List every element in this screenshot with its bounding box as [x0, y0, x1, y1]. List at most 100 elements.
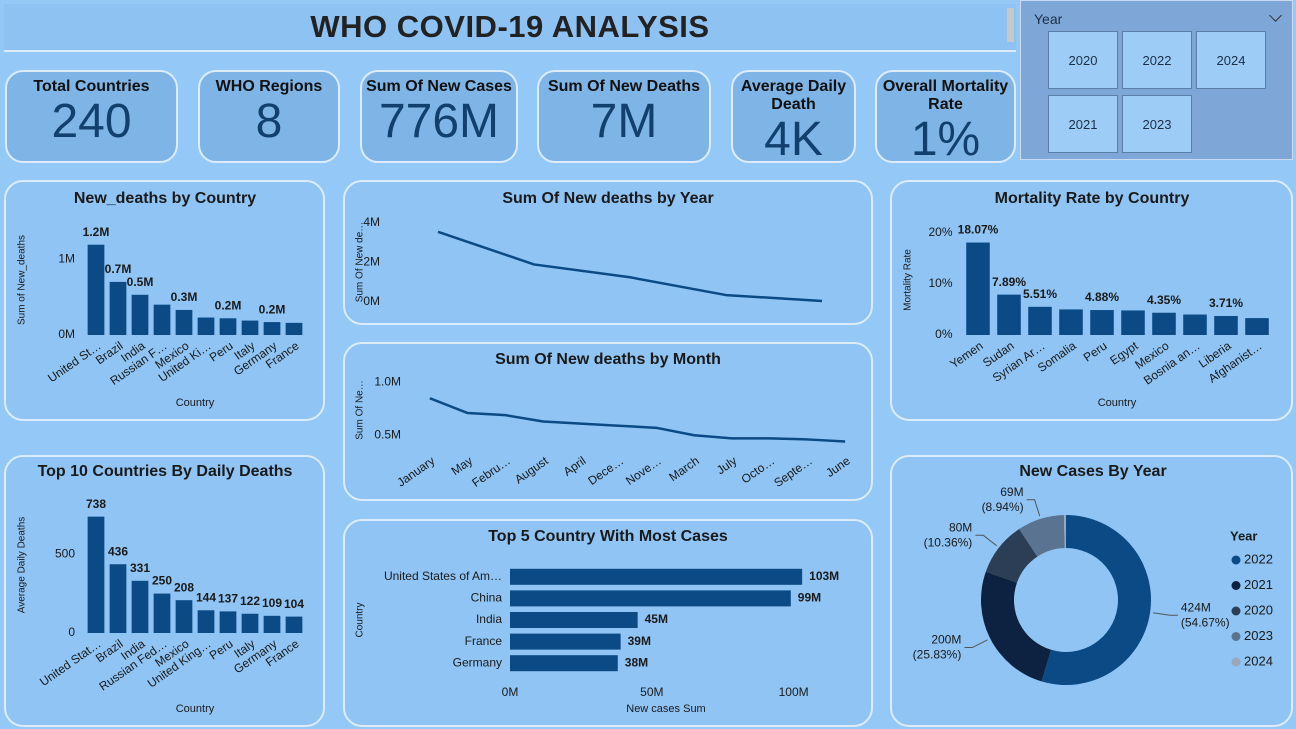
bar [263, 322, 281, 335]
x-tick-label: 50M [640, 685, 663, 699]
leader-line [1026, 499, 1041, 517]
page-title: WHO COVID-19 ANALYSIS [310, 9, 710, 44]
kpi-label: Average Daily Death [740, 78, 847, 113]
data-label: 738 [86, 497, 106, 511]
bar [510, 655, 618, 672]
line [437, 230, 823, 303]
y-tick-label: 0M [363, 294, 380, 308]
bar [153, 304, 171, 335]
year-option[interactable]: 2021 [1048, 95, 1118, 153]
kpi-card: WHO Regions 8 [198, 70, 340, 163]
bar [219, 611, 237, 633]
scrollbar [1007, 8, 1014, 42]
data-label: 122 [240, 594, 260, 608]
legend-marker [1231, 555, 1241, 565]
legend-marker [1231, 632, 1241, 641]
data-label: 109 [262, 596, 282, 610]
bar [997, 294, 1021, 335]
kpi-card: Sum Of New Deaths 7M [537, 70, 711, 163]
data-label: 0.3M [171, 290, 198, 304]
data-label: 0.7M [105, 262, 132, 276]
y-tick-label: China [471, 591, 503, 605]
data-label: 137 [218, 592, 238, 606]
bar [87, 516, 105, 633]
data-label: (25.83%) [913, 648, 962, 662]
year-option[interactable]: 2020 [1048, 31, 1118, 89]
bar [510, 633, 621, 650]
donut-slice [985, 529, 1038, 583]
legend-label: 2024 [1244, 653, 1273, 668]
bar [241, 320, 259, 335]
y-axis-title: Mortality Rate [903, 249, 914, 311]
y-axis-title: Sum Of New de… [355, 222, 366, 303]
panel [343, 342, 873, 501]
leader-line [975, 534, 998, 547]
kpi-value: 776M [378, 95, 500, 148]
leader-line [964, 639, 988, 649]
panel [4, 455, 325, 727]
bar [197, 610, 215, 633]
y-tick-label: India [476, 612, 502, 626]
y-tick-label: 0 [68, 625, 75, 639]
data-label: 4.88% [1085, 290, 1119, 304]
header: WHO COVID-19 ANALYSIS [4, 4, 1016, 52]
data-label: 103M [809, 569, 839, 583]
y-axis-title: Sum of New_deaths [17, 235, 28, 325]
bar [1028, 306, 1052, 335]
bar [285, 322, 303, 335]
bar [131, 580, 149, 633]
slicer-title: Year [1034, 11, 1063, 27]
y-tick-label: 1M [58, 251, 75, 265]
panel [4, 180, 325, 421]
kpi-card: Total Countries 240 [5, 70, 178, 163]
y-tick-label: 500 [55, 546, 75, 560]
chart-title: Top 5 Country With Most Cases [488, 528, 728, 545]
data-label: (10.36%) [924, 535, 973, 549]
bar [1245, 318, 1269, 335]
data-label: 5.51% [1023, 287, 1057, 301]
legend-marker [1231, 657, 1241, 667]
data-label: 4.35% [1147, 293, 1181, 307]
legend-label: 2023 [1244, 628, 1273, 643]
slicer-chevron[interactable] [1269, 9, 1282, 22]
chart-title: New_deaths by Country [74, 190, 256, 207]
leader-line [1152, 612, 1178, 616]
year-option[interactable]: 2024 [1196, 31, 1266, 89]
x-axis-title: Country [176, 397, 215, 409]
kpi-value: 240 [51, 95, 132, 148]
y-axis-title: Average Daily Deaths [17, 517, 28, 614]
data-label: (8.94%) [982, 500, 1024, 514]
chart-title: Top 10 Countries By Daily Deaths [38, 463, 293, 480]
kpi-value: 7M [590, 95, 658, 148]
year-slicer: Year 2020 2021 2022 2023 2024 [1020, 0, 1293, 160]
bar [510, 568, 803, 585]
x-tick-label: 100M [779, 685, 809, 699]
donut-slice [981, 571, 1052, 682]
kpi-value: 8 [255, 95, 283, 148]
y-tick-label: 0% [935, 327, 953, 341]
bar [1214, 316, 1238, 335]
kpi-value: 4K [764, 113, 823, 163]
bar [1090, 310, 1114, 335]
bar [175, 600, 193, 633]
bar [1152, 312, 1176, 335]
chart-title: Sum Of New deaths by Year [502, 190, 713, 207]
data-label: 424M [1181, 600, 1211, 614]
data-label: 38M [625, 655, 648, 669]
data-label: 7.89% [992, 275, 1026, 289]
x-axis-title: Country [176, 703, 215, 715]
bar [1059, 309, 1083, 335]
y-tick-label: 0M [58, 327, 75, 341]
kpi-card: Overall Mortality Rate 1% [875, 70, 1016, 163]
panel [890, 180, 1293, 421]
year-option[interactable]: 2023 [1122, 95, 1192, 153]
year-option[interactable]: 2022 [1122, 31, 1192, 89]
data-label: 18.07% [958, 223, 999, 237]
kpi-card: Sum Of New Cases 776M [360, 70, 518, 163]
y-tick-label: France [465, 634, 503, 648]
legend-label: 2021 [1244, 577, 1273, 592]
y-tick-label: 20% [928, 225, 952, 239]
bar [131, 294, 149, 335]
